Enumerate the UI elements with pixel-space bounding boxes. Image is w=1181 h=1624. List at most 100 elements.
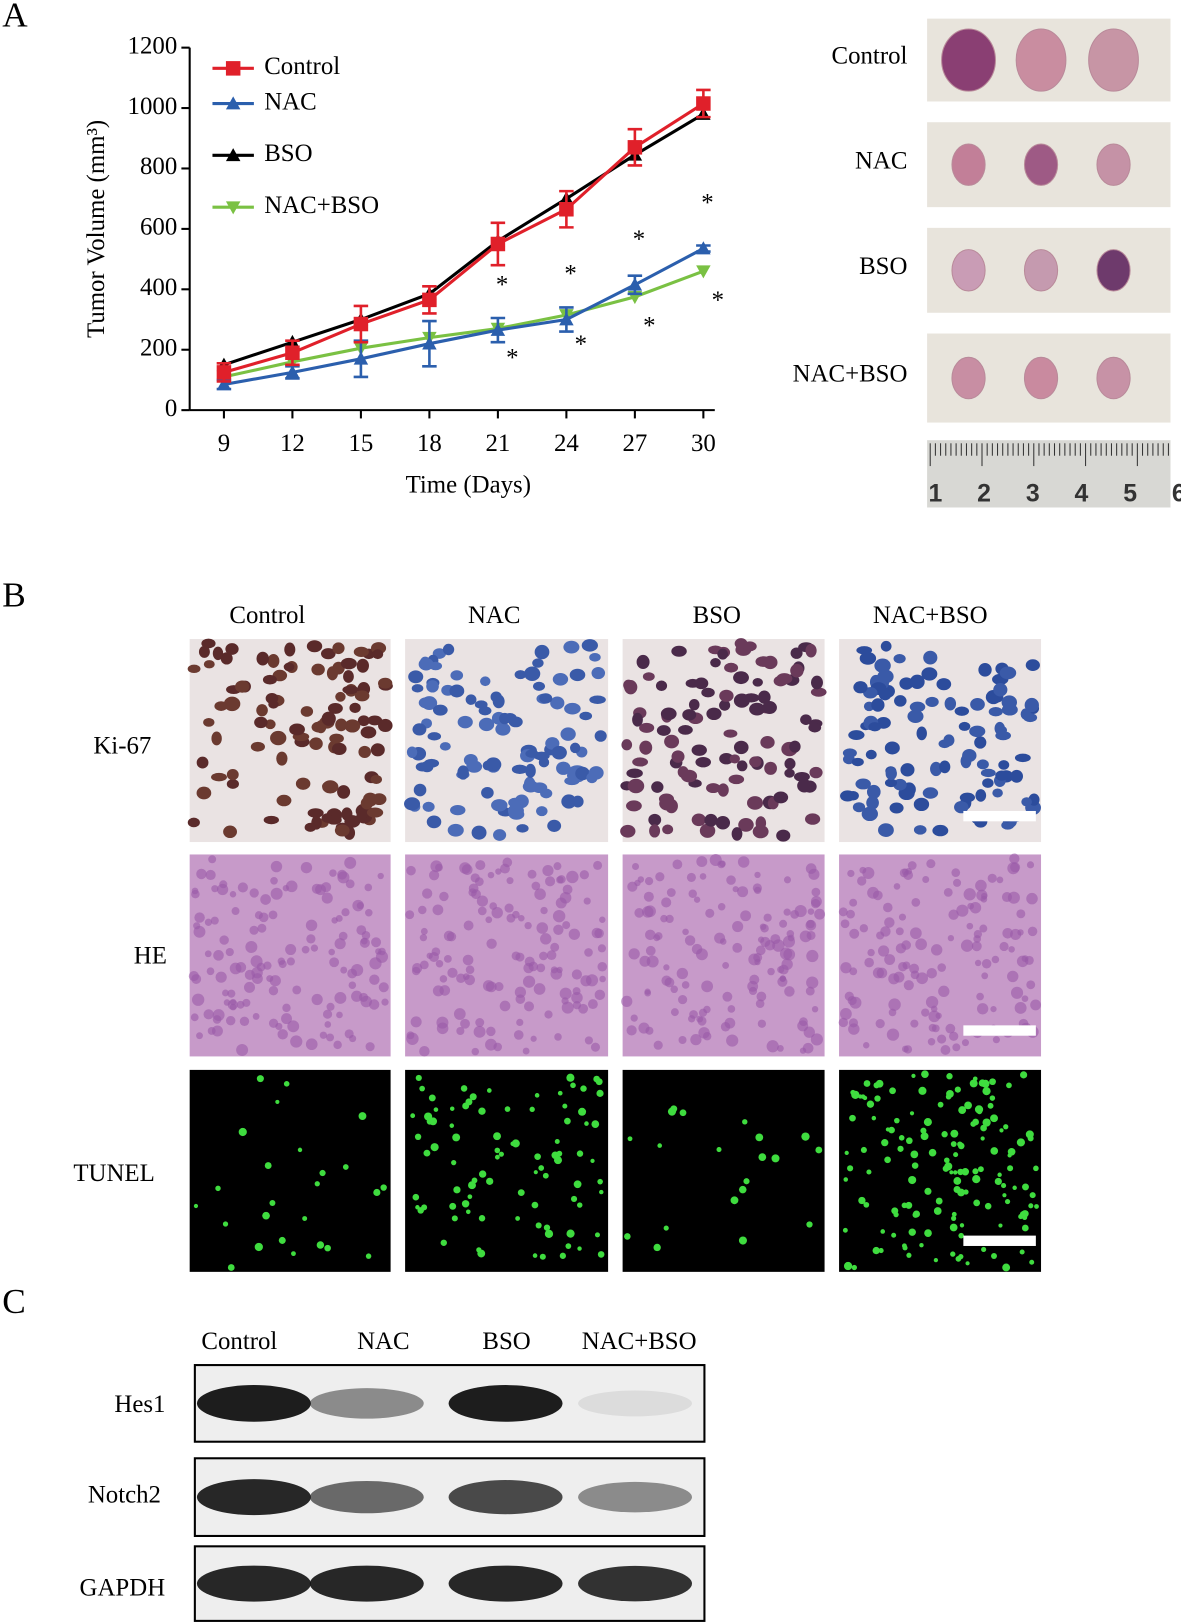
nucleus	[653, 934, 661, 942]
nucleus	[754, 886, 762, 895]
nucleus	[527, 869, 537, 879]
nucleus	[208, 855, 217, 864]
nucleus	[658, 793, 675, 805]
apoptotic-cell	[920, 1132, 929, 1141]
nucleus	[530, 1035, 537, 1042]
apoptotic-cell	[414, 1133, 422, 1140]
nucleus	[805, 643, 817, 658]
nucleus	[697, 1016, 707, 1026]
apoptotic-cell	[429, 1117, 438, 1126]
nucleus	[913, 797, 930, 812]
row-label: Hes1	[114, 1391, 165, 1418]
nucleus	[564, 702, 581, 715]
nucleus	[286, 957, 295, 966]
nucleus	[1016, 909, 1026, 919]
y-axis-title: Tumor Volume (mm³)	[83, 120, 110, 338]
nucleus	[196, 756, 209, 769]
nucleus	[245, 941, 258, 954]
apoptotic-cell	[950, 1129, 959, 1138]
nucleus	[937, 1034, 947, 1044]
row-label: Ki-67	[93, 732, 151, 759]
apoptotic-cell	[910, 1150, 919, 1159]
nucleus	[342, 685, 359, 695]
apoptotic-cell	[801, 1132, 810, 1141]
nucleus	[435, 959, 444, 968]
series-line	[223, 102, 705, 374]
nucleus	[907, 861, 917, 870]
nucleus	[474, 877, 484, 887]
nucleus	[717, 903, 726, 911]
apoptotic-cell	[961, 1168, 970, 1176]
nucleus	[493, 829, 507, 841]
marker	[422, 336, 437, 350]
band	[448, 1480, 563, 1515]
nucleus	[464, 974, 476, 986]
apoptotic-cell	[534, 1093, 540, 1098]
nucleus	[895, 943, 907, 954]
nucleus	[626, 1025, 637, 1036]
apoptotic-cell	[982, 1118, 991, 1127]
nucleus	[465, 694, 477, 705]
nucleus	[256, 704, 268, 717]
nucleus	[432, 704, 448, 716]
nucleus	[276, 794, 292, 807]
nucleus	[632, 757, 649, 767]
nucleus	[927, 1037, 936, 1046]
nucleus	[726, 1034, 739, 1047]
nucleus	[838, 907, 848, 917]
nucleus	[980, 895, 988, 903]
marker	[559, 202, 574, 217]
apoptotic-cell	[1029, 1259, 1035, 1265]
apoptotic-cell	[950, 1141, 957, 1147]
marker	[225, 96, 241, 110]
nucleus	[485, 916, 493, 924]
nucleus	[691, 943, 703, 955]
apoptotic-cell	[888, 1126, 895, 1134]
series-line	[223, 247, 705, 386]
nucleus	[888, 998, 901, 1011]
apoptotic-cell	[849, 1114, 856, 1122]
nucleus	[219, 935, 229, 945]
nucleus	[976, 992, 984, 1001]
nucleus	[542, 865, 554, 877]
nucleus	[371, 937, 382, 948]
nucleus	[809, 766, 823, 779]
nucleus	[307, 808, 324, 818]
nucleus	[805, 863, 817, 874]
nucleus	[206, 967, 215, 976]
nucleus	[632, 712, 643, 727]
significance-mark: *	[633, 226, 645, 253]
nucleus	[793, 771, 810, 782]
nucleus	[648, 813, 662, 826]
nucleus	[326, 815, 342, 825]
nucleus	[410, 1016, 422, 1028]
nucleus	[925, 995, 939, 1009]
apoptotic-cell	[980, 1124, 987, 1132]
nucleus	[321, 882, 332, 893]
nucleus	[717, 860, 726, 869]
apoptotic-cell	[538, 1165, 545, 1171]
nucleus	[846, 909, 855, 919]
apoptotic-cell	[949, 1223, 958, 1232]
nucleus	[309, 737, 323, 750]
nucleus	[579, 870, 589, 880]
nucleus	[893, 883, 901, 890]
nucleus	[306, 640, 323, 653]
apoptotic-cell	[566, 1229, 575, 1238]
nucleus	[620, 824, 636, 838]
nucleus	[913, 825, 927, 835]
apoptotic-cell	[923, 1118, 932, 1127]
nucleus	[252, 1013, 260, 1020]
nucleus	[482, 980, 495, 992]
nucleus	[805, 986, 815, 996]
nucleus	[800, 714, 812, 725]
nucleus	[326, 666, 339, 681]
nucleus	[412, 723, 427, 736]
nucleus	[597, 944, 606, 953]
significance-mark: *	[712, 287, 724, 314]
nucleus	[663, 964, 670, 971]
nucleus	[193, 922, 201, 930]
nucleus	[250, 741, 265, 752]
nucleus	[634, 908, 645, 918]
